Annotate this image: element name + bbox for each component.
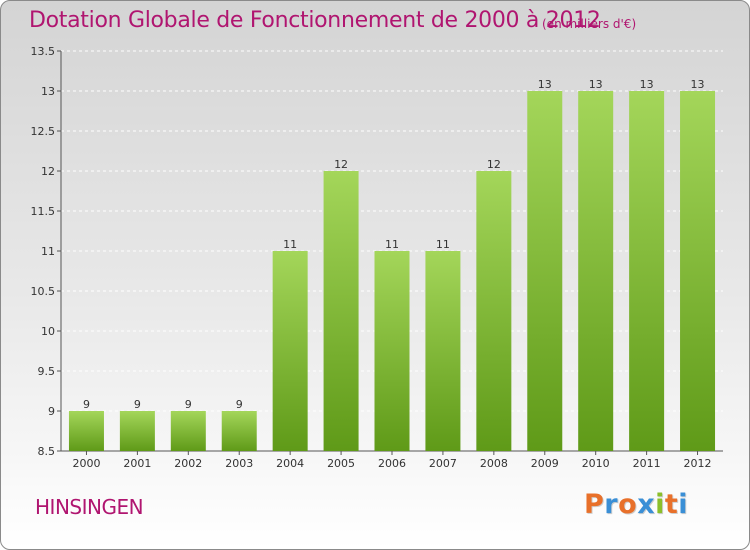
bar-2009 xyxy=(527,91,563,451)
x-tick-label: 2001 xyxy=(123,457,151,470)
x-tick-label: 2009 xyxy=(531,457,559,470)
y-tick-label: 9.5 xyxy=(38,365,56,378)
logo-letter: x xyxy=(637,489,656,520)
value-label: 11 xyxy=(436,238,450,251)
y-tick-label: 9 xyxy=(48,405,55,418)
y-tick-label: 12.5 xyxy=(31,125,56,138)
value-label: 12 xyxy=(487,158,501,171)
y-tick-label: 11 xyxy=(41,245,55,258)
proxiti-logo[interactable]: Proxiti xyxy=(584,489,688,520)
logo-letter: P xyxy=(584,489,605,520)
x-tick-label: 2002 xyxy=(174,457,202,470)
bar-2003 xyxy=(221,411,257,451)
y-tick-label: 11.5 xyxy=(31,205,56,218)
logo-letter: i xyxy=(678,489,689,520)
unit-note: (en milliers d'€) xyxy=(542,17,637,31)
value-label: 11 xyxy=(385,238,399,251)
x-tick-label: 2003 xyxy=(225,457,253,470)
y-tick-label: 8.5 xyxy=(38,445,56,458)
y-tick-label: 13.5 xyxy=(31,45,56,58)
x-tick-label: 2006 xyxy=(378,457,406,470)
bar-2006 xyxy=(374,251,410,451)
x-tick-label: 2012 xyxy=(684,457,712,470)
bar-2012 xyxy=(680,91,716,451)
value-label: 11 xyxy=(283,238,297,251)
y-tick-label: 12 xyxy=(41,165,55,178)
logo-letter: o xyxy=(618,489,638,520)
value-label: 9 xyxy=(83,398,90,411)
logo-letter: i xyxy=(655,489,665,520)
x-tick-label: 2008 xyxy=(480,457,508,470)
value-label: 12 xyxy=(334,158,348,171)
y-tick-label: 10 xyxy=(41,325,55,338)
x-tick-label: 2005 xyxy=(327,457,355,470)
value-label: 9 xyxy=(236,398,243,411)
logo-letter: t xyxy=(664,489,679,520)
bar-2005 xyxy=(323,171,359,451)
bar-2000 xyxy=(68,411,104,451)
x-tick-label: 2000 xyxy=(72,457,100,470)
bar-2001 xyxy=(119,411,155,451)
logo-letter: r xyxy=(604,489,619,520)
y-tick-label: 13 xyxy=(41,85,55,98)
bar-2008 xyxy=(476,171,512,451)
bar-2010 xyxy=(578,91,614,451)
x-tick-label: 2010 xyxy=(582,457,610,470)
commune-name: HINSINGEN xyxy=(35,495,144,519)
x-tick-label: 2011 xyxy=(633,457,661,470)
chart-title: Dotation Globale de Fonctionnement de 20… xyxy=(29,8,601,33)
value-label: 9 xyxy=(134,398,141,411)
y-tick-label: 10.5 xyxy=(31,285,56,298)
bar-2007 xyxy=(425,251,461,451)
bar-2011 xyxy=(629,91,665,451)
value-label: 13 xyxy=(538,78,552,91)
value-label: 9 xyxy=(185,398,192,411)
x-tick-label: 2007 xyxy=(429,457,457,470)
x-tick-label: 2004 xyxy=(276,457,304,470)
value-label: 13 xyxy=(589,78,603,91)
bar-2002 xyxy=(170,411,206,451)
value-label: 13 xyxy=(691,78,705,91)
value-label: 13 xyxy=(640,78,654,91)
bar-2004 xyxy=(272,251,308,451)
